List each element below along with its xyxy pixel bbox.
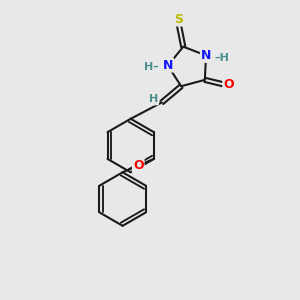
Text: H–: H– [144, 62, 159, 73]
Text: H: H [149, 94, 158, 104]
Text: –H: –H [214, 53, 229, 63]
Text: N: N [201, 49, 211, 62]
Text: S: S [174, 13, 183, 26]
Text: N: N [163, 58, 173, 72]
Text: O: O [133, 159, 144, 172]
Text: O: O [223, 78, 234, 91]
